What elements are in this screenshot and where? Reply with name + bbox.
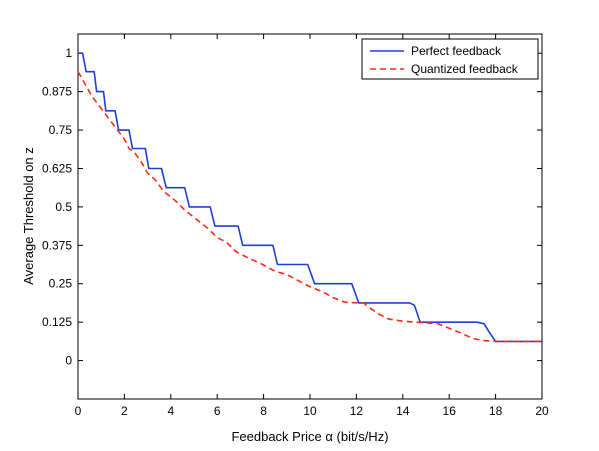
x-tick-label: 12 [350,404,364,418]
y-tick-label: 0.5 [55,200,72,214]
x-tick-label: 2 [121,404,128,418]
y-axis-label: Average Threshold on z [21,147,36,285]
legend-label-quantized-feedback: Quantized feedback [411,62,519,76]
y-tick-label: 0.125 [42,315,72,329]
y-tick-label: 0.625 [42,161,72,175]
series-line-quantized-feedback [77,71,542,343]
y-tick-label: 0.875 [42,85,72,99]
y-tick-label: 1 [65,46,72,60]
y-tick-label: 0.375 [42,238,72,252]
series-layer [77,52,542,343]
y-tick-label: 0.75 [49,123,73,137]
plot-area [77,33,543,400]
axis-tick-labels: 0 2 4 6 8 10 12 14 16 18 20 0 0.125 0.25 0.375 0.5 0.625… [42,46,549,418]
x-tick-label: 18 [489,404,503,418]
x-tick-label: 20 [535,404,549,418]
series-line-perfect-feedback [78,52,542,343]
legend-label-perfect-feedback: Perfect feedback [411,44,502,58]
x-tick-label: 6 [214,404,221,418]
x-tick-label: 4 [167,404,174,418]
legend: Perfect feedback Quantized feedback [361,38,539,80]
x-tick-label: 8 [260,404,267,418]
y-tick-label: 0 [65,354,72,368]
legend-box [361,38,539,80]
x-tick-label: 10 [303,404,317,418]
x-tick-label: 0 [75,404,82,418]
y-tick-label: 0.25 [49,277,73,291]
x-tick-label: 14 [396,404,410,418]
x-tick-label: 16 [443,404,457,418]
x-axis-label: Feedback Price α (bit/s/Hz) [231,429,388,444]
